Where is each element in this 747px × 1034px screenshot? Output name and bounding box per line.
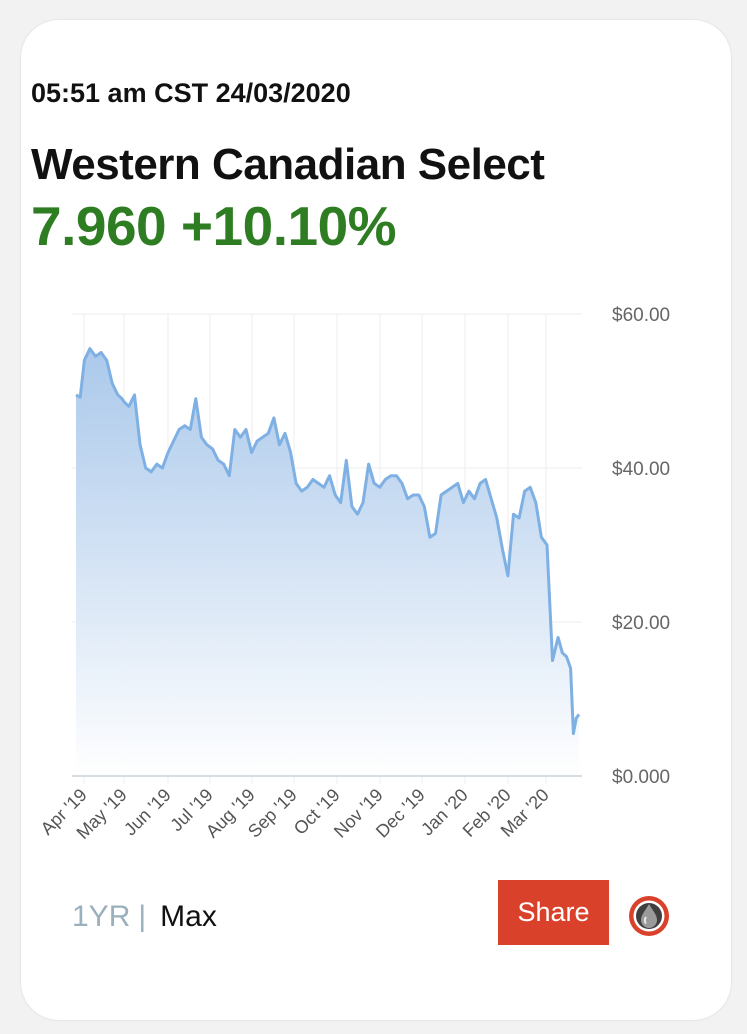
range-selector: 1YR | Max xyxy=(72,900,217,934)
y-tick-label: $40.00 xyxy=(612,459,670,480)
x-tick-label: Jun '19 xyxy=(120,785,175,840)
commodity-title: Western Canadian Select xyxy=(31,140,545,189)
timestamp: 05:51 am CST 24/03/2020 xyxy=(31,78,351,108)
share-button[interactable]: Share xyxy=(498,880,609,945)
price-value: 7.960 xyxy=(31,195,167,257)
y-axis-labels: $0.000 $20.00 $40.00 $60.00 xyxy=(612,305,670,788)
range-1yr-button[interactable]: 1YR xyxy=(72,900,131,933)
y-tick-label: $60.00 xyxy=(612,305,670,326)
range-max-button[interactable]: Max xyxy=(160,900,217,933)
price-line: 7.960 +10.10% xyxy=(31,194,397,258)
y-tick-label: $0.000 xyxy=(612,767,670,788)
price-line-series xyxy=(75,347,581,736)
y-tick-label: $20.00 xyxy=(612,613,670,634)
price-change: +10.10% xyxy=(180,195,397,257)
price-area xyxy=(76,348,579,776)
range-separator: | xyxy=(138,900,147,933)
oil-drop-icon[interactable] xyxy=(628,895,670,937)
